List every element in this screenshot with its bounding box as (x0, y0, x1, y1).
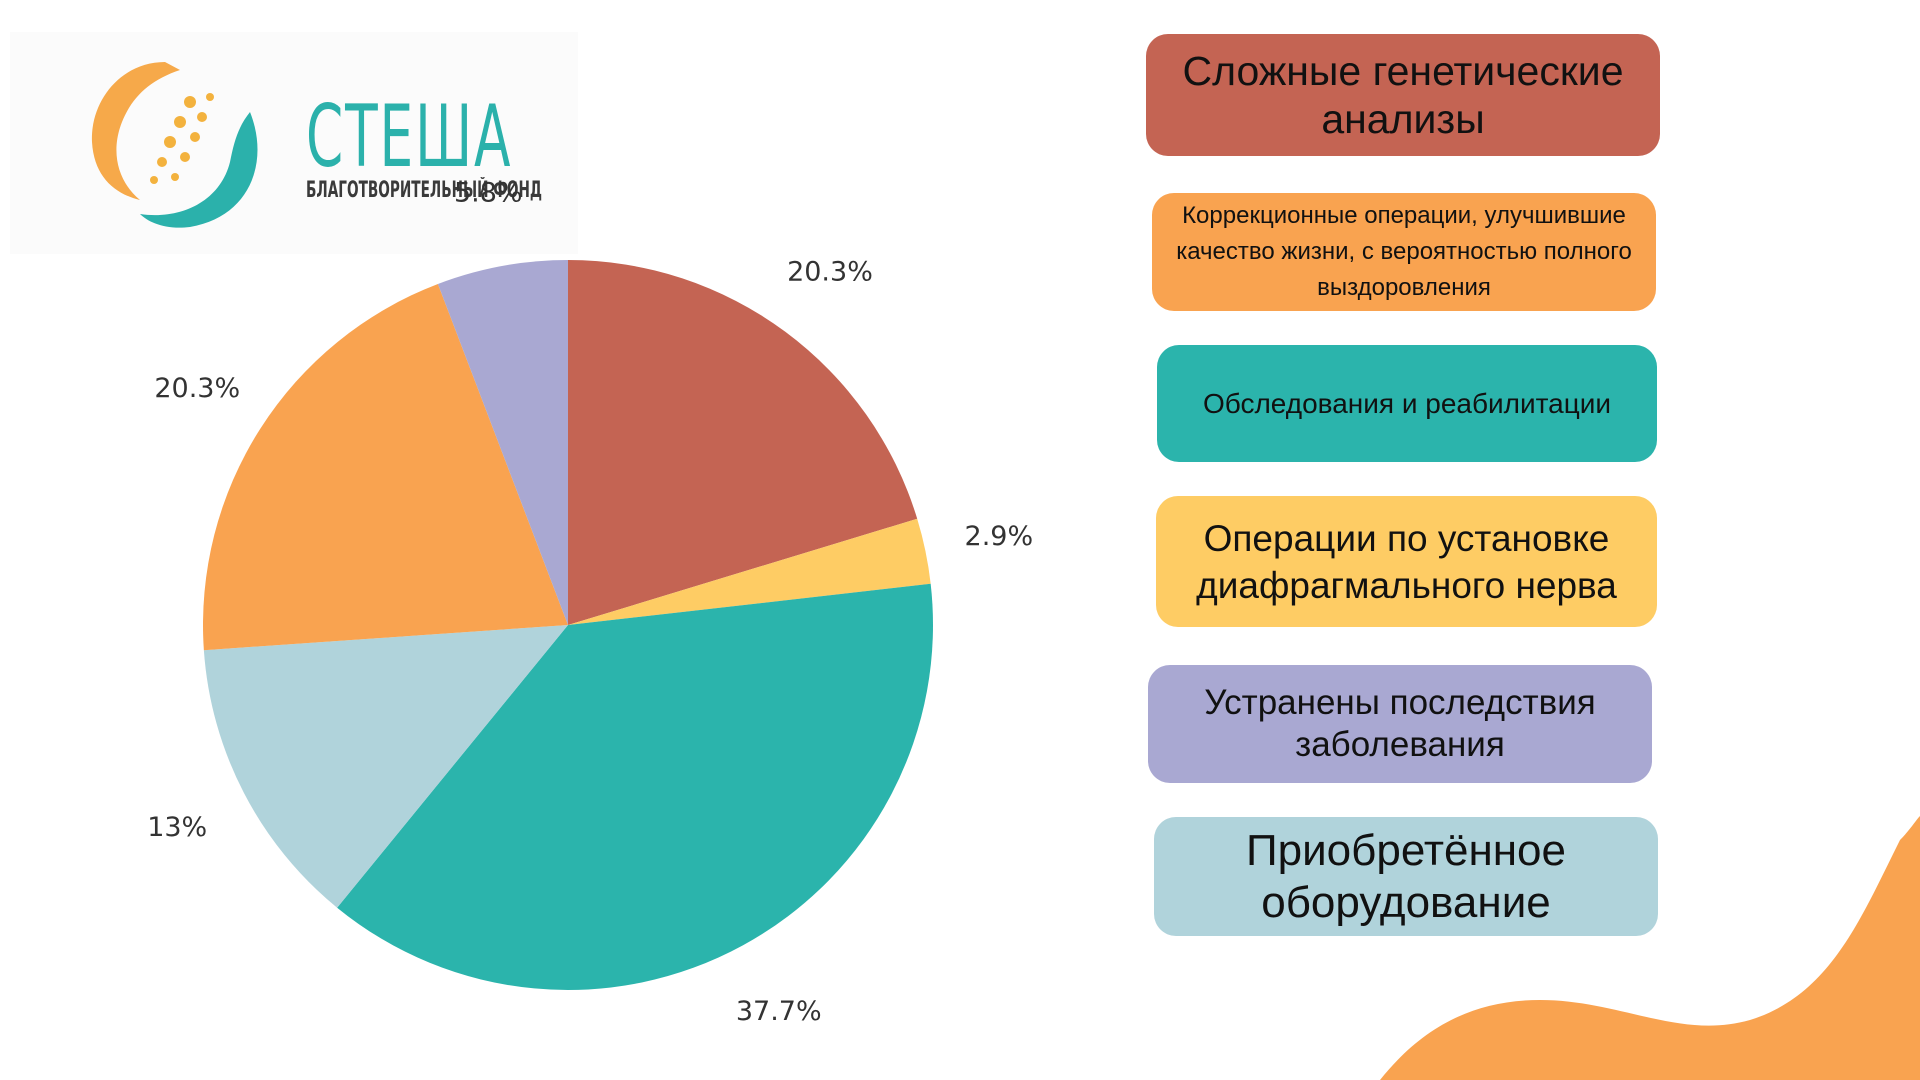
legend-diaphragm: Операции по установке диафрагмального не… (1156, 496, 1657, 627)
pie-slice-rehab (337, 583, 934, 991)
legend-corrective-label: Коррекционные операции, улучшившие качес… (1176, 202, 1632, 301)
legend-rehab-label: Обследования и реабилитации (1202, 387, 1612, 419)
legend-diaphragm-label: Операции по установке диафрагмального не… (1196, 517, 1617, 606)
pie-label-diaphragm: 2.9% (965, 521, 1034, 552)
logo-emblem-icon (91, 62, 258, 228)
legend-equipment-label: Приобретённое оборудование (1246, 825, 1566, 927)
pie-slice-consequences (437, 260, 568, 625)
pie-label-corrective: 20.3% (154, 373, 240, 404)
legend-corrective: Коррекционные операции, улучшившие качес… (1152, 193, 1656, 311)
legend-genetic-label: Сложные генетические анализы (1182, 48, 1624, 142)
pie-slice-genetic (568, 260, 918, 625)
pie-slice-diaphragm (568, 518, 931, 625)
pie-label-equipment: 13% (147, 812, 207, 843)
legend-consequences: Устранены последствия заболевания (1148, 665, 1652, 783)
pie-label-rehab: 37.7% (736, 996, 822, 1027)
legend-consequences-label: Устранены последствия заболевания (1204, 683, 1596, 764)
legend-rehab: Обследования и реабилитации (1157, 345, 1657, 462)
logo: СТЕША БЛАГОТВОРИТЕЛЬНЫЙ ФОНД (10, 32, 578, 254)
logo-wordmark: СТЕША (306, 87, 513, 187)
logo-subtitle: БЛАГОТВОРИТЕЛЬНЫЙ ФОНД (306, 178, 543, 203)
pie-slice-corrective (203, 283, 568, 651)
legend-genetic: Сложные генетические анализы (1146, 34, 1660, 156)
legend-equipment: Приобретённое оборудование (1154, 817, 1658, 936)
pie-label-genetic: 20.3% (787, 256, 873, 287)
pie-slice-equipment (203, 625, 568, 908)
pie-label-consequences: 5.8% (454, 177, 523, 208)
